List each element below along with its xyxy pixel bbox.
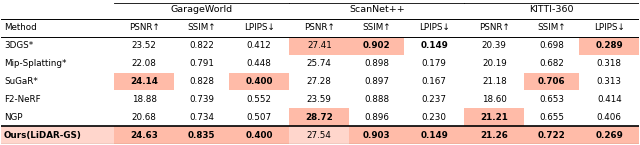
Text: 0.828: 0.828 [189, 77, 214, 86]
Text: ScanNet++: ScanNet++ [349, 5, 404, 14]
Bar [579, 37, 639, 55]
Text: 0.682: 0.682 [540, 59, 564, 68]
Text: 0.734: 0.734 [189, 113, 214, 122]
Text: 0.179: 0.179 [422, 59, 447, 68]
Text: GarageWorld: GarageWorld [171, 5, 233, 14]
Text: 18.88: 18.88 [132, 95, 157, 104]
Bar [114, 126, 174, 144]
Text: 24.63: 24.63 [131, 131, 158, 140]
Text: SSIM↑: SSIM↑ [362, 23, 391, 32]
Text: SuGaR*: SuGaR* [4, 77, 38, 86]
Text: 27.54: 27.54 [307, 131, 332, 140]
Bar [289, 37, 349, 55]
Text: 21.18: 21.18 [482, 77, 507, 86]
Text: F2-NeRF: F2-NeRF [4, 95, 40, 104]
Text: 0.149: 0.149 [420, 41, 448, 50]
Text: 0.706: 0.706 [538, 77, 566, 86]
Text: 0.167: 0.167 [422, 77, 447, 86]
Text: 0.414: 0.414 [597, 95, 621, 104]
Text: 27.28: 27.28 [307, 77, 332, 86]
Bar [524, 72, 579, 90]
Bar [114, 72, 174, 90]
Text: 0.400: 0.400 [246, 131, 273, 140]
Bar [1, 126, 639, 144]
Bar [464, 126, 524, 144]
Text: 0.655: 0.655 [540, 113, 564, 122]
Text: 22.08: 22.08 [132, 59, 157, 68]
Text: Mip-Splatting*: Mip-Splatting* [4, 59, 67, 68]
Text: 0.149: 0.149 [420, 131, 448, 140]
Text: 0.722: 0.722 [538, 131, 566, 140]
Text: 23.52: 23.52 [132, 41, 157, 50]
Text: LPIPS↓: LPIPS↓ [244, 23, 275, 32]
Bar [579, 126, 639, 144]
Text: 28.72: 28.72 [305, 113, 333, 122]
Text: SSIM↑: SSIM↑ [538, 23, 566, 32]
Text: Ours(LiDAR-GS): Ours(LiDAR-GS) [4, 131, 82, 140]
Text: LPIPS↓: LPIPS↓ [594, 23, 625, 32]
Bar [229, 126, 289, 144]
Text: 0.412: 0.412 [247, 41, 271, 50]
Bar [349, 37, 404, 55]
Text: LPIPS↓: LPIPS↓ [419, 23, 450, 32]
Text: 18.60: 18.60 [482, 95, 507, 104]
Bar [524, 126, 579, 144]
Bar [464, 108, 524, 126]
Text: 0.898: 0.898 [364, 59, 389, 68]
Text: 0.269: 0.269 [595, 131, 623, 140]
Text: 0.896: 0.896 [364, 113, 389, 122]
Text: 0.698: 0.698 [540, 41, 564, 50]
Text: PSNR↑: PSNR↑ [479, 23, 509, 32]
Text: 0.888: 0.888 [364, 95, 389, 104]
Text: 0.448: 0.448 [247, 59, 271, 68]
Text: 23.59: 23.59 [307, 95, 332, 104]
Bar [174, 126, 229, 144]
Text: 21.21: 21.21 [481, 113, 508, 122]
Bar [289, 108, 349, 126]
Text: 0.653: 0.653 [540, 95, 564, 104]
Bar [404, 126, 464, 144]
Text: 0.237: 0.237 [422, 95, 447, 104]
Text: 20.19: 20.19 [482, 59, 507, 68]
Text: Method: Method [4, 23, 36, 32]
Text: KITTI-360: KITTI-360 [529, 5, 574, 14]
Text: PSNR↑: PSNR↑ [304, 23, 335, 32]
Text: 20.39: 20.39 [482, 41, 507, 50]
Text: 0.507: 0.507 [246, 113, 272, 122]
Text: 0.897: 0.897 [364, 77, 389, 86]
Text: 21.26: 21.26 [481, 131, 508, 140]
Text: SSIM↑: SSIM↑ [188, 23, 216, 32]
Text: 24.14: 24.14 [131, 77, 158, 86]
Text: 0.552: 0.552 [246, 95, 272, 104]
Text: 0.289: 0.289 [595, 41, 623, 50]
Text: NGP: NGP [4, 113, 22, 122]
Text: 0.400: 0.400 [246, 77, 273, 86]
Bar [229, 72, 289, 90]
Text: 3DGS*: 3DGS* [4, 41, 33, 50]
Text: 0.902: 0.902 [363, 41, 390, 50]
Text: 0.822: 0.822 [189, 41, 214, 50]
Text: 0.835: 0.835 [188, 131, 216, 140]
Text: 0.791: 0.791 [189, 59, 214, 68]
Text: 27.41: 27.41 [307, 41, 332, 50]
Text: 0.318: 0.318 [596, 59, 622, 68]
Text: 20.68: 20.68 [132, 113, 157, 122]
Text: 0.739: 0.739 [189, 95, 214, 104]
Text: 0.406: 0.406 [597, 113, 621, 122]
Text: 0.313: 0.313 [596, 77, 622, 86]
Text: 0.230: 0.230 [422, 113, 447, 122]
Bar [349, 126, 404, 144]
Text: 0.903: 0.903 [363, 131, 390, 140]
Text: PSNR↑: PSNR↑ [129, 23, 159, 32]
Text: 25.74: 25.74 [307, 59, 332, 68]
